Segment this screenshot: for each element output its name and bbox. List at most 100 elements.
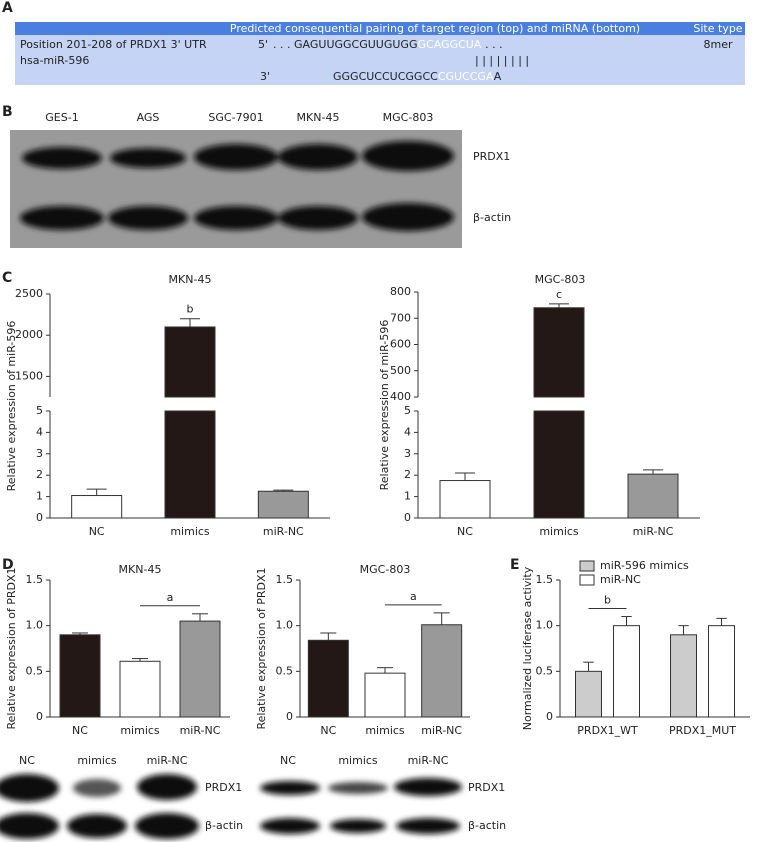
- y-tick-label: 5: [404, 404, 411, 417]
- bar: [71, 495, 123, 519]
- annotation: a: [410, 590, 417, 603]
- x-tick-label: miR-NC: [263, 525, 304, 538]
- x-tick-label: mimics: [365, 724, 405, 737]
- chart-title: MGC-803: [535, 273, 586, 286]
- y-tick-label: 800: [390, 285, 411, 298]
- bar: [575, 670, 602, 718]
- legend-label: miR-NC: [600, 573, 641, 586]
- lane-label: miR-NC: [147, 754, 188, 767]
- panel-label: E: [510, 557, 520, 573]
- x-tick-label: PRDX1_MUT: [669, 724, 736, 737]
- bar: [257, 490, 309, 519]
- bar: [670, 634, 697, 718]
- band-label: PRDX1: [205, 781, 242, 794]
- x-tick-label: NC: [89, 525, 105, 538]
- y-tick-label: 3: [404, 447, 411, 460]
- bar: [164, 410, 216, 519]
- y-tick-label: 0.5: [26, 664, 44, 677]
- seq-end: 5': [258, 38, 268, 51]
- chart-title: MKN-45: [169, 273, 212, 286]
- target-name: Position 201-208 of PRDX1 3' UTR: [20, 38, 207, 51]
- panel-label: C: [2, 270, 12, 286]
- annotation: b: [187, 303, 194, 316]
- y-tick-label: 0.5: [276, 664, 294, 677]
- target-seq: 5' . . . GAGUUGGCGUUGUGGGCAGGCUA . . .: [258, 38, 503, 51]
- legend-label: miR-596 mimics: [600, 559, 689, 572]
- bar: [307, 639, 349, 718]
- y-tick-label: 4: [36, 425, 43, 438]
- y-tick-label: 400: [390, 390, 411, 403]
- lane-label: MGC-803: [383, 111, 434, 124]
- y-tick-label: 2500: [15, 287, 43, 300]
- seq-suffix: . . .: [485, 38, 502, 51]
- lane-label: miR-NC: [408, 754, 449, 767]
- x-tick-label: mimics: [539, 525, 579, 538]
- panel-label: A: [2, 0, 13, 16]
- seq-suffix: A: [494, 70, 502, 83]
- y-axis-label: Relative expression of PRDX1: [255, 567, 268, 729]
- header-site-type: Site type: [693, 22, 742, 35]
- band-label: β-actin: [205, 819, 243, 832]
- site-type: 8mer: [703, 38, 732, 51]
- y-tick-label: 4: [404, 425, 411, 438]
- bar: [164, 326, 216, 398]
- bar: [533, 410, 585, 519]
- bar: [613, 625, 640, 718]
- y-tick-label: 1.5: [26, 573, 44, 586]
- bar: [627, 473, 679, 519]
- y-tick-label: 2: [404, 468, 411, 481]
- y-axis-label: Relative expression of miR-596: [378, 320, 391, 491]
- y-tick-label: 0: [36, 710, 43, 723]
- x-tick-label: mimics: [120, 724, 160, 737]
- bar: [179, 620, 221, 718]
- x-tick-label: PRDX1_WT: [577, 724, 638, 737]
- lane-label: NC: [280, 754, 296, 767]
- y-tick-label: 1500: [15, 369, 43, 382]
- x-tick-label: miR-NC: [421, 724, 462, 737]
- lane-label: GES-1: [45, 111, 78, 124]
- bar: [364, 672, 406, 718]
- y-tick-label: 1.5: [536, 573, 554, 586]
- x-tick-label: miR-NC: [180, 724, 221, 737]
- lane-label: mimics: [77, 754, 117, 767]
- bar: [708, 625, 735, 718]
- annotation: a: [167, 591, 174, 604]
- lane-label: SGC-7901: [208, 111, 263, 124]
- y-tick-label: 1.5: [276, 573, 294, 586]
- header-pairing: Predicted consequential pairing of targe…: [230, 22, 640, 35]
- panel-label: B: [2, 104, 13, 120]
- y-tick-label: 0: [404, 511, 411, 524]
- seq-prefix: . . . GAGUUGGCGUUGUGG: [273, 38, 417, 51]
- mirna-name: hsa-miR-596: [20, 54, 89, 67]
- y-tick-label: 1: [404, 490, 411, 503]
- band-label: PRDX1: [473, 150, 510, 163]
- bar: [439, 480, 491, 519]
- y-axis-label: Relative expression of PRDX1: [5, 567, 18, 729]
- mirna-end: 3': [260, 70, 270, 83]
- band-label: PRDX1: [468, 781, 505, 794]
- y-tick-label: 5: [36, 404, 43, 417]
- y-tick-label: 0: [36, 511, 43, 524]
- blot-bands: [260, 778, 462, 834]
- y-tick-label: 600: [390, 338, 411, 351]
- chart-title: MKN-45: [119, 563, 162, 576]
- annotation: c: [556, 288, 562, 301]
- blot-bands: [20, 141, 454, 231]
- x-tick-label: NC: [457, 525, 473, 538]
- x-tick-label: NC: [72, 724, 88, 737]
- y-tick-label: 0: [286, 710, 293, 723]
- y-tick-label: 1: [36, 490, 43, 503]
- x-tick-label: NC: [320, 724, 336, 737]
- y-tick-label: 1.0: [536, 619, 554, 632]
- y-tick-label: 2000: [15, 328, 43, 341]
- x-tick-label: miR-NC: [633, 525, 674, 538]
- y-tick-label: 0.5: [536, 664, 554, 677]
- bar: [59, 634, 101, 718]
- y-tick-label: 1.0: [26, 619, 44, 632]
- table-header: [15, 22, 745, 35]
- pairing: | | | | | | | |: [475, 54, 529, 67]
- lane-label: NC: [19, 754, 35, 767]
- x-tick-label: mimics: [170, 525, 210, 538]
- y-tick-label: 500: [390, 364, 411, 377]
